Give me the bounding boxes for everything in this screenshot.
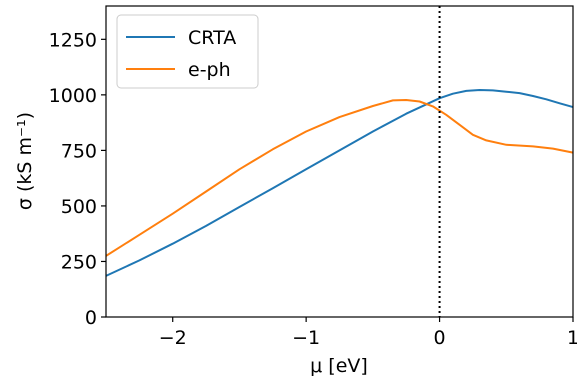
- y-tick-label: 1000: [49, 85, 97, 107]
- x-axis-ticks: −2 −1 0 1: [159, 317, 577, 349]
- x-tick-label: −1: [292, 327, 320, 349]
- legend: CRTA e-ph: [116, 14, 259, 89]
- plot-frame: [105, 5, 574, 318]
- y-tick-label: 1250: [49, 29, 97, 51]
- legend-label-crta: CRTA: [188, 27, 236, 49]
- series-line-crta: [105, 89, 574, 277]
- x-tick-label: 1: [567, 327, 577, 349]
- y-tick-label: 500: [61, 196, 97, 218]
- x-tick-label: −2: [159, 327, 187, 349]
- y-axis-ticks: 0 250 500 750 1000 1250: [49, 29, 106, 329]
- y-tick-label: 0: [85, 307, 97, 329]
- series-line-e-ph: [105, 99, 574, 257]
- y-tick-label: 750: [61, 140, 97, 162]
- series-lines: [105, 89, 574, 277]
- y-axis-label: σ (kS m⁻¹): [14, 112, 36, 210]
- x-tick-label: 0: [434, 327, 446, 349]
- legend-label-e-ph: e-ph: [188, 59, 231, 81]
- y-tick-label: 250: [61, 251, 97, 273]
- x-axis-label: μ [eV]: [310, 355, 368, 377]
